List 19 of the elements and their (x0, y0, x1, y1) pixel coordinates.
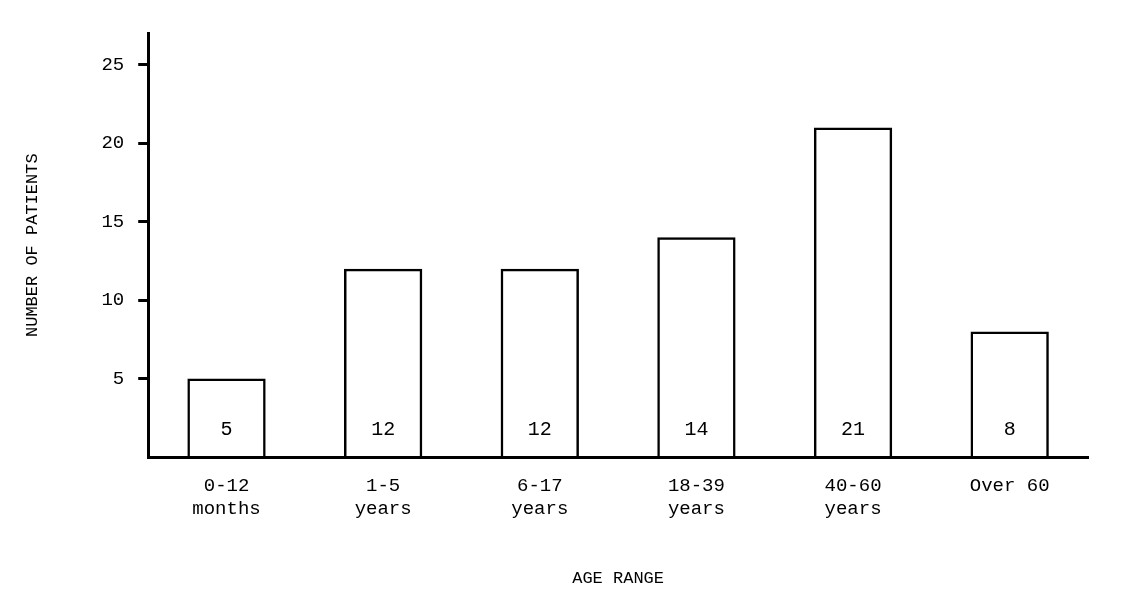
y-tick-label: 5 (112, 367, 125, 390)
x-tick-label: 18-39 years (667, 475, 725, 521)
data-label: 14 (684, 418, 709, 442)
x-tick-label: 40-60 years (824, 475, 882, 521)
data-label: 8 (1003, 418, 1016, 442)
x-tick-label: 0-12 months (192, 475, 261, 521)
y-tick-label: 20 (101, 132, 125, 155)
x-tick-label: Over 60 (969, 475, 1050, 498)
data-label: 21 (841, 418, 866, 442)
data-label: 5 (220, 418, 233, 442)
x-tick-label: 6-17 years (511, 475, 569, 521)
data-label: 12 (527, 418, 552, 442)
y-tick-label: 25 (101, 53, 125, 76)
y-tick-label: 10 (101, 289, 125, 312)
y-axis-title: NUMBER OF PATIENTS (22, 153, 42, 338)
y-tick-label: 15 (101, 210, 125, 233)
data-label: 12 (371, 418, 396, 442)
x-tick-label: 1-5 years (354, 475, 412, 521)
x-axis-title: AGE RANGE (572, 569, 665, 589)
